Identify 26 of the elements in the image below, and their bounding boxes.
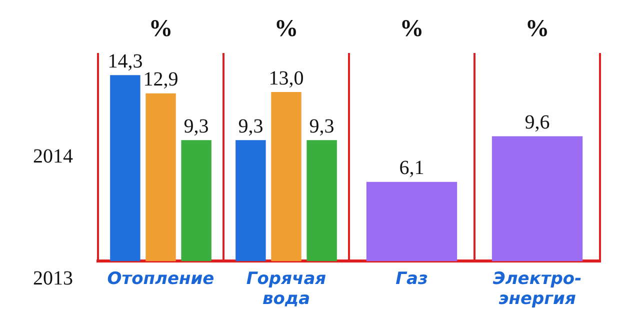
text: % [400,16,424,42]
text: 2013 [33,267,73,290]
data-label: 6,1 [399,157,424,180]
x-tick-label: Горячая вода [246,268,326,310]
bar [492,136,583,262]
x-tick-label: Отопление [107,268,214,289]
bar [306,140,337,262]
bar [236,140,266,262]
data-label: 9,3 [184,115,209,138]
text: % [148,16,173,42]
bar [146,93,176,262]
data-label: 9,3 [238,115,264,138]
text: % [274,16,298,42]
text: % [525,16,550,42]
data-label: 9,6 [524,112,550,134]
data-label: 14,3 [108,50,143,72]
bar [110,75,140,262]
data-label: 12,9 [143,68,178,91]
x-tick-label: Электро-энергия [492,268,582,310]
bar [181,140,212,262]
data-label: 13,0 [268,67,304,90]
x-tick-label: Газ [396,268,428,289]
bar [271,92,302,262]
data-label: 9,3 [309,115,334,138]
text: 2014 [33,145,73,168]
bar [366,182,458,262]
